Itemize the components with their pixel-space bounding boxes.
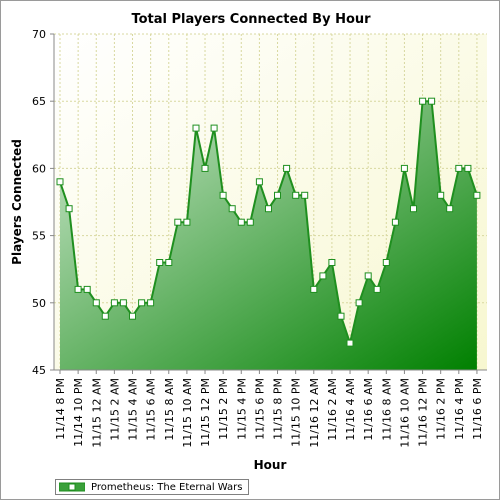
data-point [364,272,372,280]
data-point [83,285,91,293]
data-point [410,205,417,213]
x-tick-label: 11/15 8 PM [272,378,285,440]
data-point [301,191,309,199]
x-tick-label: 11/14 10 PM [72,378,85,447]
x-axis-ticks: 11/14 8 PM 11/14 10 PM 11/15 12 AM 11/15 2 … [54,370,484,448]
data-point [464,164,472,172]
data-point [382,259,390,266]
data-point [292,191,300,199]
x-tick-label: 11/15 10 AM [181,378,194,448]
data-point [346,339,354,347]
x-tick-label: 11/16 12 PM [417,378,430,447]
x-tick-label: 11/15 4 AM [127,378,140,441]
data-point [183,218,191,226]
x-tick-label: 11/15 8 AM [163,378,176,441]
x-tick-label: 11/16 4 PM [453,378,466,440]
x-tick-label: 11/15 6 AM [145,378,158,441]
data-point [92,299,100,307]
data-point [147,299,155,307]
x-tick-label: 11/15 2 PM [217,378,230,440]
data-point [337,312,345,320]
x-tick-label: 11/14 8 PM [54,378,67,440]
data-point [210,124,218,132]
data-point [237,218,245,226]
data-point [400,164,408,172]
data-point [228,205,236,213]
data-point [56,178,64,186]
data-points [56,97,481,347]
y-tick-label: 65 [32,95,46,108]
data-point [74,285,82,293]
x-tick-label: 11/15 2 AM [108,378,121,441]
data-point [192,124,200,132]
x-tick-label: 11/16 2 PM [435,378,448,440]
x-tick-label: 11/16 6 PM [471,378,484,440]
x-tick-label: 11/15 10 PM [290,378,303,447]
data-point [165,259,173,266]
x-tick-label: 11/15 12 AM [90,378,103,448]
x-tick-label: 11/15 12 PM [199,378,212,447]
x-tick-label: 11/15 6 PM [253,378,266,440]
data-point [274,191,281,199]
x-tick-label: 11/16 2 AM [326,378,339,441]
data-point [446,205,454,213]
data-point [355,299,363,307]
data-point [428,97,436,105]
data-point [156,259,164,266]
x-tick-label: 11/16 6 AM [362,378,375,441]
x-axis-title: Hour [254,458,287,472]
y-axis-title: Players Connected [10,139,24,265]
data-point [174,218,182,226]
x-tick-label: 11/15 4 PM [235,378,248,440]
data-point [319,272,327,280]
data-point [255,178,263,186]
y-tick-label: 50 [32,297,46,310]
y-tick-label: 60 [32,162,46,175]
data-point [328,259,336,266]
x-tick-label: 11/16 8 AM [380,378,393,441]
data-point [373,285,381,293]
data-point [437,191,445,199]
legend: Prometheus: The Eternal Wars [55,479,249,495]
data-point [473,191,481,199]
legend-label: Prometheus: The Eternal Wars [91,481,243,493]
data-point [391,218,399,226]
legend-swatch-icon [59,482,85,492]
y-axis-ticks: 45 50 55 60 65 70 [32,28,54,377]
x-tick-label: 11/16 12 AM [308,378,321,448]
data-point [265,205,272,213]
x-tick-label: 11/16 10 AM [398,378,411,448]
y-tick-label: 45 [32,364,46,377]
data-point [310,285,318,293]
data-point [419,97,427,105]
data-point [119,299,127,307]
data-point [455,164,463,172]
data-point [201,164,209,172]
y-tick-label: 55 [32,230,46,243]
data-point [110,299,118,307]
data-point [138,299,146,307]
data-point [219,191,227,199]
series-area-fill [60,101,477,370]
y-tick-label: 70 [32,28,46,41]
data-point [101,312,109,320]
data-point [129,312,136,320]
chart-title: Total Players Connected By Hour [131,12,371,27]
data-point [246,218,254,226]
data-point [283,164,291,172]
x-tick-label: 11/16 4 AM [344,378,357,441]
data-point [65,205,73,213]
